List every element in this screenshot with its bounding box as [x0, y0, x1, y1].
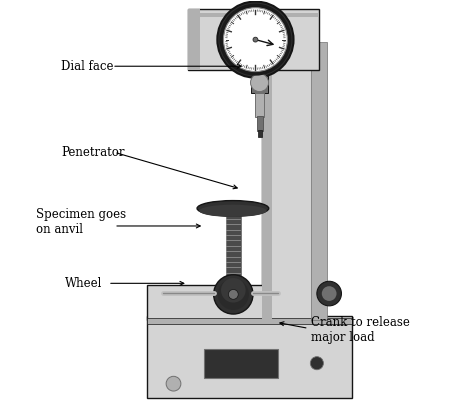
Bar: [151, 324, 347, 394]
Bar: [147, 318, 352, 324]
Bar: [188, 9, 200, 70]
Text: Specimen goes
on anvil: Specimen goes on anvil: [36, 208, 127, 236]
Circle shape: [251, 74, 269, 92]
Bar: [147, 285, 270, 320]
Bar: [262, 42, 272, 320]
Bar: [204, 349, 278, 378]
Bar: [226, 210, 241, 285]
Text: Crank to release
major load: Crank to release major load: [311, 316, 410, 344]
Ellipse shape: [197, 201, 269, 216]
Bar: [258, 130, 262, 137]
Text: Wheel: Wheel: [65, 277, 102, 290]
Bar: [262, 42, 319, 320]
Text: Dial face: Dial face: [61, 60, 113, 73]
Circle shape: [218, 2, 293, 78]
Bar: [255, 93, 264, 118]
Circle shape: [166, 376, 181, 391]
Ellipse shape: [199, 205, 267, 217]
Text: Penetrator: Penetrator: [61, 146, 124, 159]
Bar: [311, 42, 327, 320]
Circle shape: [310, 357, 323, 370]
Circle shape: [218, 279, 249, 310]
Circle shape: [322, 286, 337, 301]
Circle shape: [214, 275, 253, 314]
Circle shape: [253, 37, 258, 42]
Bar: [251, 69, 268, 93]
Bar: [188, 13, 319, 17]
Circle shape: [228, 289, 238, 299]
Circle shape: [223, 8, 287, 72]
Bar: [188, 9, 319, 70]
Bar: [147, 316, 352, 398]
Bar: [257, 116, 263, 131]
Circle shape: [219, 4, 292, 76]
Circle shape: [317, 281, 341, 306]
Circle shape: [221, 278, 246, 302]
